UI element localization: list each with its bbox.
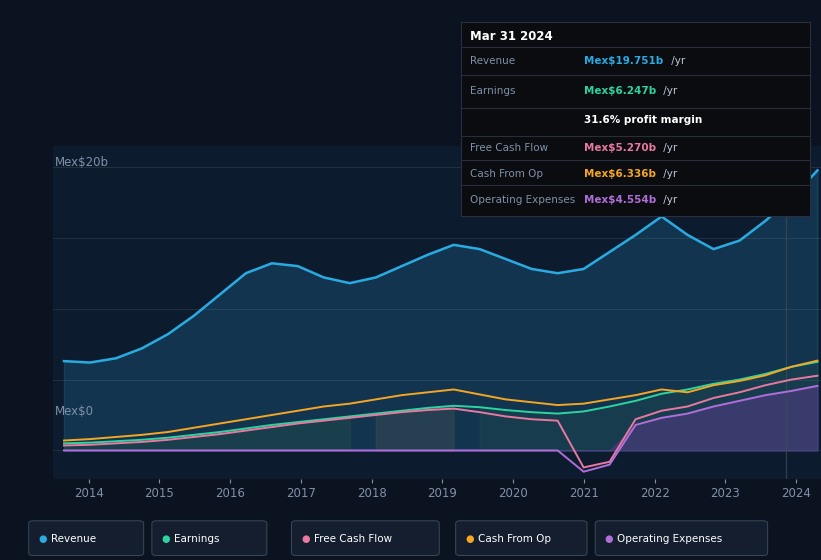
Text: ●: ● — [162, 534, 170, 544]
Text: Operating Expenses: Operating Expenses — [617, 534, 722, 544]
Text: Revenue: Revenue — [51, 534, 96, 544]
Text: ●: ● — [466, 534, 474, 544]
Text: /yr: /yr — [660, 143, 677, 153]
Text: Revenue: Revenue — [470, 56, 516, 66]
Text: Mex$0: Mex$0 — [55, 405, 94, 418]
Text: Mex$6.336b: Mex$6.336b — [584, 169, 655, 179]
Text: Earnings: Earnings — [174, 534, 219, 544]
Text: /yr: /yr — [660, 86, 677, 96]
Text: Mex$6.247b: Mex$6.247b — [584, 86, 656, 96]
Text: Operating Expenses: Operating Expenses — [470, 195, 576, 206]
Text: Mex$20b: Mex$20b — [55, 156, 109, 169]
Text: ●: ● — [39, 534, 47, 544]
Text: Earnings: Earnings — [470, 86, 516, 96]
Text: Mar 31 2024: Mar 31 2024 — [470, 30, 553, 43]
Text: Free Cash Flow: Free Cash Flow — [314, 534, 392, 544]
Text: Mex$4.554b: Mex$4.554b — [584, 195, 656, 206]
Text: 31.6% profit margin: 31.6% profit margin — [584, 115, 702, 125]
Text: Free Cash Flow: Free Cash Flow — [470, 143, 548, 153]
Text: /yr: /yr — [668, 56, 686, 66]
Text: Cash From Op: Cash From Op — [470, 169, 544, 179]
Text: Mex$5.270b: Mex$5.270b — [584, 143, 656, 153]
Text: Cash From Op: Cash From Op — [478, 534, 551, 544]
Text: Mex$19.751b: Mex$19.751b — [584, 56, 663, 66]
Text: ●: ● — [301, 534, 310, 544]
Text: ●: ● — [605, 534, 613, 544]
Text: /yr: /yr — [660, 195, 677, 206]
Text: /yr: /yr — [660, 169, 677, 179]
